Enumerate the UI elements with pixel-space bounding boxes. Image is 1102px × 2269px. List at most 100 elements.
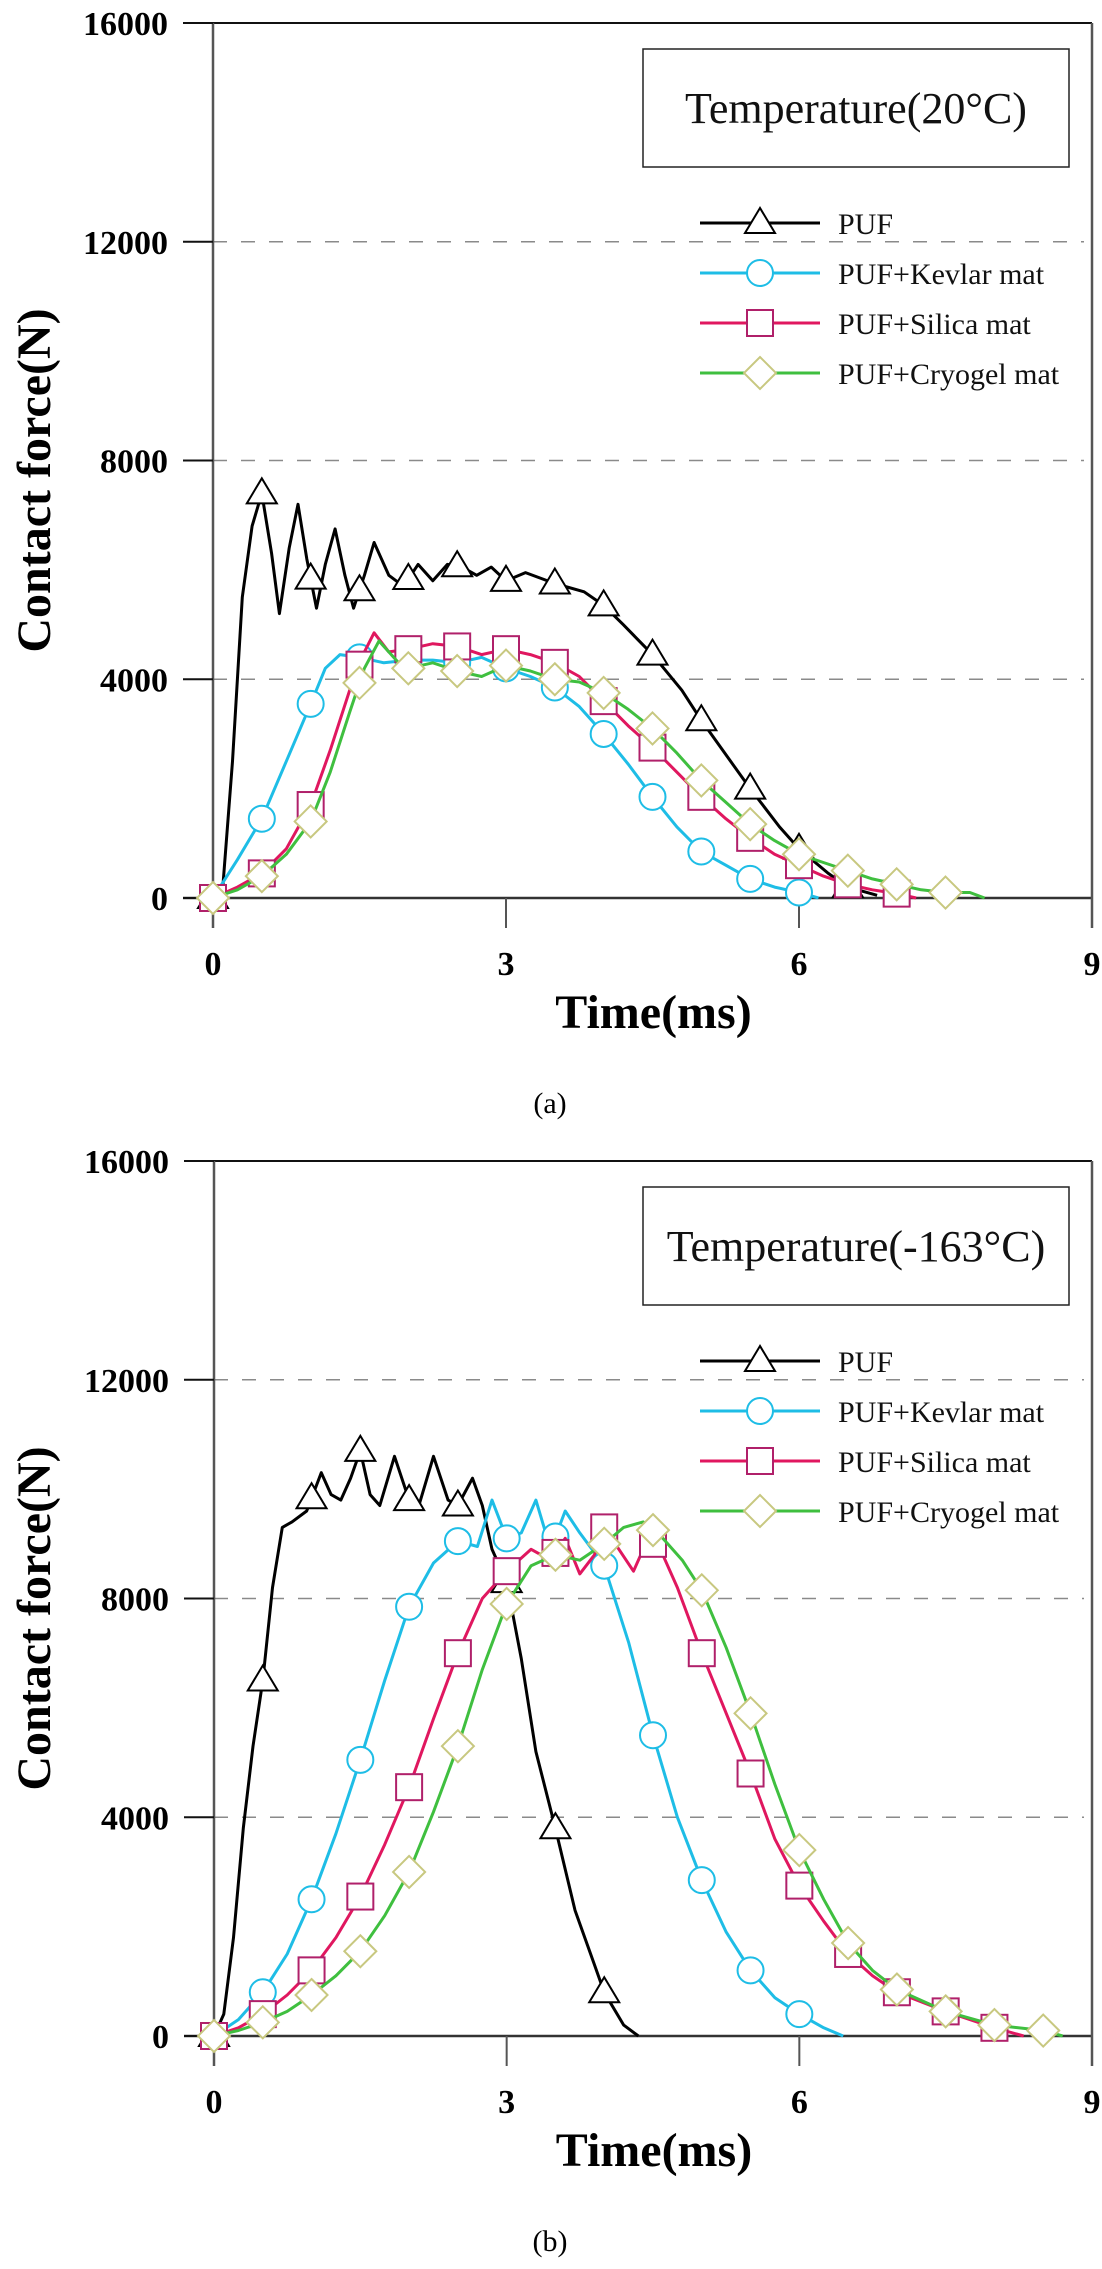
square-marker bbox=[492, 1557, 521, 1586]
legend-item: PUF+Cryogel mat bbox=[700, 355, 1060, 391]
annotation-box bbox=[642, 1186, 1070, 1306]
annotation-text: Temperature(20°C) bbox=[685, 84, 1027, 133]
x-tick-label: 6 bbox=[791, 2084, 808, 2121]
diamond-marker bbox=[440, 1728, 476, 1764]
triangle-marker bbox=[743, 1344, 777, 1372]
x-tick-label: 6 bbox=[791, 946, 808, 983]
square-marker bbox=[395, 1773, 424, 1802]
circle-marker bbox=[346, 1745, 375, 1774]
square-marker bbox=[785, 1871, 814, 1900]
diamond-marker bbox=[537, 661, 573, 697]
diamond-marker bbox=[683, 763, 719, 798]
y-tick-label: 16000 bbox=[83, 6, 168, 43]
series-line bbox=[212, 1449, 640, 2038]
x-tick-label: 9 bbox=[1084, 2084, 1101, 2121]
y-axis-label: Contact force(N) bbox=[8, 308, 61, 652]
diamond-marker bbox=[196, 2018, 232, 2054]
diamond-marker bbox=[195, 880, 231, 916]
circle-marker bbox=[639, 1721, 667, 1750]
legend: PUF PUF+Kevlar mat PUF+Silica mat PUF+Cryog… bbox=[700, 1344, 1060, 1529]
panel-caption: (a) bbox=[533, 1087, 566, 1120]
y-tick-label: 12000 bbox=[83, 225, 168, 262]
diamond-marker bbox=[245, 2004, 281, 2040]
diamond-marker bbox=[488, 648, 524, 683]
diamond-marker bbox=[244, 858, 280, 894]
legend-label: PUF bbox=[838, 208, 893, 241]
diamond-marker bbox=[391, 1854, 427, 1890]
y-tick-label: 12000 bbox=[84, 1363, 169, 1400]
series-line bbox=[211, 653, 819, 900]
series-line bbox=[213, 1525, 1025, 2038]
y-tick-label: 4000 bbox=[100, 662, 168, 699]
y-tick-label: 8000 bbox=[101, 1582, 169, 1619]
panel-caption: (b) bbox=[533, 2225, 568, 2258]
diamond-marker bbox=[586, 1526, 622, 1562]
circle-marker bbox=[638, 782, 667, 811]
y-tick-label: 8000 bbox=[100, 444, 168, 481]
series-puf-cryogel-mat bbox=[196, 1512, 1064, 2054]
diamond-marker bbox=[439, 653, 475, 689]
diamond-marker bbox=[879, 1972, 915, 2007]
y-axis-label: Contact force(N) bbox=[8, 1446, 61, 1790]
triangle-marker bbox=[635, 637, 670, 666]
triangle-marker bbox=[343, 1433, 378, 1462]
triangle-marker bbox=[391, 562, 426, 590]
x-tick-label: 9 bbox=[1084, 946, 1101, 983]
circle-marker bbox=[746, 1397, 774, 1425]
annotation-text: Temperature(-163°C) bbox=[667, 1222, 1046, 1271]
x-tick-label: 0 bbox=[206, 2084, 223, 2121]
circle-marker bbox=[395, 1592, 424, 1621]
series-puf-kevlar-mat bbox=[199, 643, 819, 912]
diamond-marker bbox=[1025, 2013, 1061, 2048]
legend-label: PUF bbox=[838, 1346, 893, 1379]
square-marker bbox=[746, 1447, 774, 1475]
y-tick-label: 0 bbox=[151, 881, 168, 918]
circle-marker bbox=[687, 837, 716, 866]
y-tick-label: 4000 bbox=[101, 1800, 169, 1837]
diamond-marker bbox=[928, 1993, 964, 2029]
circle-marker bbox=[785, 2000, 814, 2029]
panel-a: 0 4000 8000 12000 16000 0 3 6 9 Temperature(20°C… bbox=[8, 6, 1101, 1120]
x-tick-label: 0 bbox=[205, 946, 222, 983]
triangle-marker bbox=[440, 549, 474, 578]
square-marker bbox=[746, 309, 774, 337]
diamond-marker bbox=[342, 1933, 378, 1969]
circle-marker bbox=[736, 1956, 765, 1985]
x-tick-label: 3 bbox=[498, 946, 515, 983]
x-axis-label: Time(ms) bbox=[556, 2124, 752, 2177]
diamond-marker bbox=[586, 675, 622, 711]
diamond-marker bbox=[538, 1537, 573, 1573]
series-puf bbox=[197, 1433, 640, 2047]
legend-label: PUF+Kevlar mat bbox=[838, 258, 1045, 291]
legend-label: PUF+Silica mat bbox=[838, 1446, 1031, 1479]
circle-marker bbox=[785, 878, 813, 907]
diamond-marker bbox=[342, 665, 377, 701]
legend-item: PUF+Silica mat bbox=[700, 308, 1031, 341]
annotation-box bbox=[642, 48, 1070, 168]
triangle-marker bbox=[733, 771, 767, 800]
triangle-marker bbox=[245, 476, 279, 505]
diamond-marker bbox=[830, 853, 866, 889]
diamond-marker bbox=[732, 806, 768, 842]
triangle-marker bbox=[441, 1488, 475, 1517]
square-marker bbox=[443, 1639, 472, 1668]
circle-marker bbox=[687, 1866, 716, 1895]
diamond-marker bbox=[879, 866, 915, 902]
legend-label: PUF+Silica mat bbox=[838, 308, 1031, 341]
diamond-marker bbox=[293, 804, 329, 839]
triangle-marker bbox=[342, 573, 377, 602]
y-tick-label: 0 bbox=[152, 2019, 169, 2056]
triangle-marker bbox=[587, 1975, 621, 2004]
x-tick-label: 3 bbox=[498, 2084, 515, 2121]
triangle-marker bbox=[538, 566, 572, 595]
triangle-marker bbox=[489, 563, 523, 592]
legend-label: PUF+Cryogel mat bbox=[838, 358, 1060, 391]
triangle-marker bbox=[684, 703, 719, 732]
series-line bbox=[213, 1520, 1064, 2038]
x-axis-label: Time(ms) bbox=[555, 986, 751, 1039]
diamond-marker bbox=[635, 1512, 671, 1548]
legend-item: PUF+Silica mat bbox=[700, 1446, 1031, 1479]
plot-area bbox=[195, 476, 986, 916]
circle-marker bbox=[492, 1524, 521, 1553]
